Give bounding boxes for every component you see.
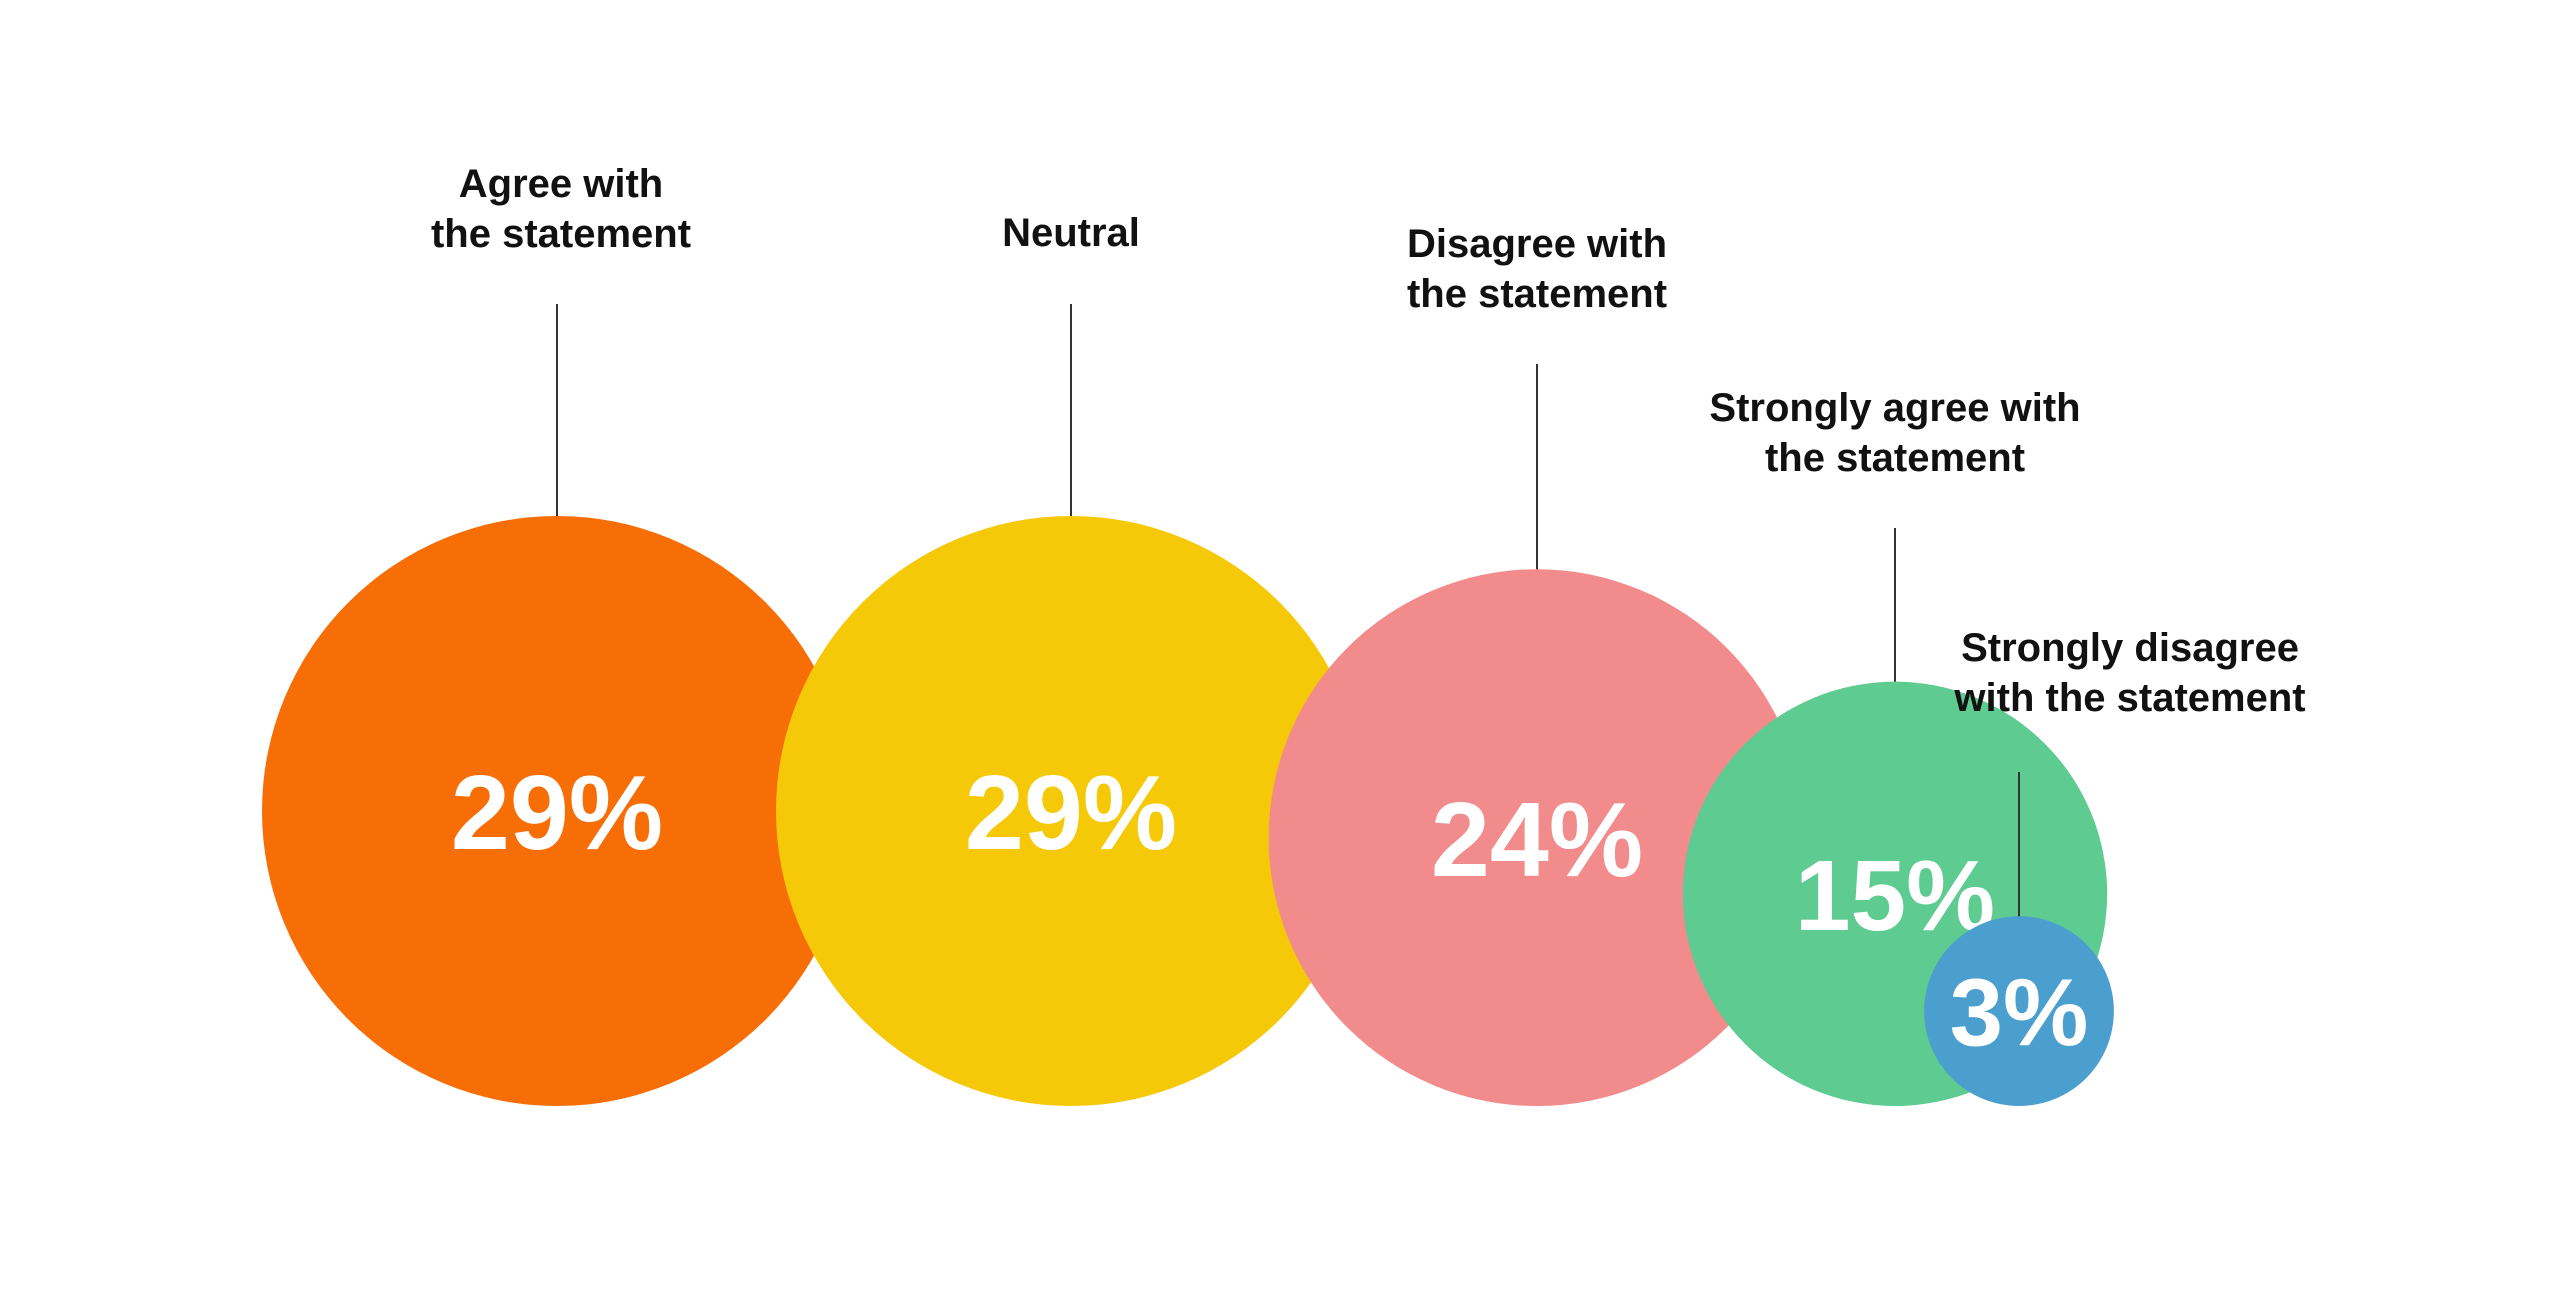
value-label-2: 29% (965, 754, 1177, 872)
category-label-line: the statement (1407, 272, 1667, 316)
value-label-4: 15% (1795, 840, 1995, 952)
value-label-1: 29% (451, 754, 663, 872)
category-label-line: Agree with (459, 162, 663, 206)
category-label-5: Strongly disagree with the statement (1953, 626, 2305, 720)
category-label-1: Agree with the statement (431, 162, 691, 256)
category-label-4: Strongly agree with the statement (1709, 386, 2080, 480)
bubble-2 (776, 516, 1366, 1106)
bubble-1 (262, 516, 852, 1106)
value-label-5: 3% (1950, 960, 2089, 1067)
category-label-line: the statement (1765, 436, 2025, 480)
category-label-line: Strongly disagree (1961, 626, 2299, 670)
bubble-3 (1268, 569, 1806, 1106)
category-label-line: with the statement (1953, 676, 2305, 720)
category-label-line: Disagree with (1407, 222, 1667, 266)
category-label-3: Disagree with the statement (1407, 222, 1667, 316)
category-label-line: the statement (431, 212, 691, 256)
category-label-line: Strongly agree with (1709, 386, 2080, 430)
bubble-5 (1924, 916, 2114, 1106)
category-label-2: Neutral (1002, 211, 1140, 255)
value-label-3: 24% (1431, 781, 1643, 899)
category-label-line: Neutral (1002, 211, 1140, 255)
